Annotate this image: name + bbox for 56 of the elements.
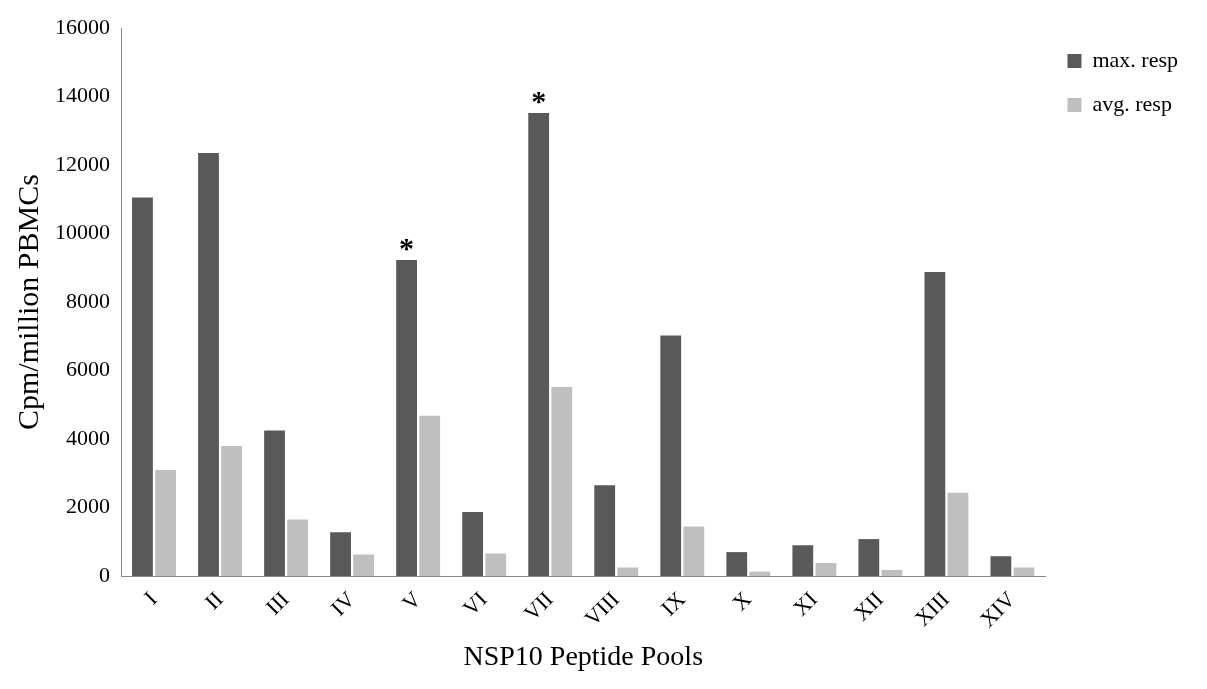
x-axis-title: NSP10 Peptide Pools	[463, 639, 704, 671]
bar	[353, 554, 375, 577]
y-tick-label: 16000	[55, 13, 110, 39]
y-tick-label: 10000	[55, 219, 110, 245]
x-tick-label: III	[260, 586, 294, 620]
x-tick-label: XI	[787, 586, 822, 621]
bar	[792, 545, 814, 577]
legend-label: max. resp	[1092, 46, 1178, 72]
bar	[198, 153, 219, 577]
y-tick-label: 0	[99, 561, 110, 587]
x-tick-label: VIII	[579, 586, 624, 631]
bar	[528, 112, 550, 577]
bar	[726, 552, 748, 577]
bar	[660, 335, 682, 577]
bar	[462, 512, 484, 577]
y-tick-label: 14000	[55, 82, 110, 108]
x-tick-label: IV	[325, 586, 360, 621]
bar	[396, 259, 417, 577]
bar	[947, 492, 969, 577]
x-tick-label: VII	[518, 586, 558, 626]
x-tick-label: XIII	[909, 586, 955, 631]
bar	[551, 387, 573, 577]
bar	[330, 532, 351, 577]
y-tick-label: 12000	[55, 150, 110, 176]
bar	[264, 430, 285, 577]
x-tick-label: XII	[848, 586, 889, 626]
annotation: *	[399, 230, 415, 264]
legend-label: avg. resp	[1092, 90, 1172, 116]
x-tick-label: IX	[655, 586, 690, 621]
y-tick-label: 4000	[66, 424, 110, 450]
bar	[287, 519, 309, 577]
bar	[485, 553, 507, 577]
y-tick-label: 2000	[66, 493, 110, 519]
annotation: *	[531, 83, 547, 117]
bar	[419, 415, 441, 577]
bar	[924, 271, 946, 577]
x-tick-label: I	[138, 586, 162, 610]
bar	[749, 571, 771, 577]
bar	[155, 469, 176, 577]
y-tick-label: 8000	[66, 287, 110, 313]
bar	[1013, 567, 1035, 577]
bar	[881, 569, 903, 577]
bar	[990, 556, 1012, 577]
x-tick-label: X	[727, 586, 757, 616]
bar	[132, 197, 153, 577]
bar	[617, 567, 639, 577]
bar	[594, 485, 616, 577]
x-tick-label: VI	[457, 586, 492, 621]
bar	[858, 539, 880, 577]
bar	[221, 445, 243, 577]
x-tick-label: V	[396, 586, 426, 616]
bar	[815, 563, 837, 577]
bar	[683, 526, 705, 577]
y-axis-title: Cpm/million PBMCs	[10, 174, 44, 430]
y-tick-label: 6000	[66, 356, 110, 382]
x-tick-label: II	[199, 586, 228, 615]
